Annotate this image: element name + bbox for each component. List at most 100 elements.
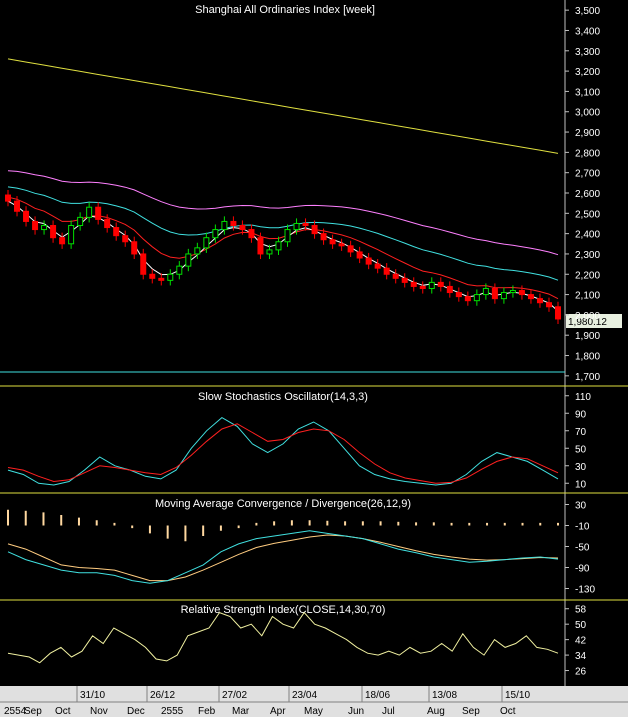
candle-body bbox=[257, 237, 264, 255]
y-tick-label: 30 bbox=[575, 501, 587, 512]
macd-signal-line bbox=[7, 534, 559, 582]
candle-body bbox=[5, 194, 11, 202]
candle-body bbox=[131, 241, 138, 255]
candle-body bbox=[482, 287, 489, 296]
candle-body bbox=[356, 251, 363, 259]
ma-slow2-line bbox=[7, 170, 559, 256]
candle-body bbox=[248, 229, 255, 239]
candle-body bbox=[392, 273, 399, 279]
candle-body bbox=[518, 290, 525, 296]
candle-body bbox=[104, 218, 111, 229]
y-tick-label: 3,200 bbox=[575, 67, 600, 78]
y-tick-label: 34 bbox=[575, 651, 587, 662]
y-tick-label: 50 bbox=[575, 444, 587, 455]
y-tick-label: -130 bbox=[575, 585, 595, 596]
macd-line bbox=[7, 530, 559, 584]
y-tick-label: -10 bbox=[575, 522, 590, 533]
date-label-top: 27/02 bbox=[222, 690, 247, 701]
date-label-bottom: Aug bbox=[427, 706, 445, 717]
candle-body bbox=[275, 241, 282, 251]
y-tick-label: 1,900 bbox=[575, 331, 600, 342]
y-tick-label: 10 bbox=[575, 479, 587, 490]
candle-body bbox=[302, 222, 309, 227]
candle-body bbox=[293, 222, 300, 231]
date-label-top: 31/10 bbox=[80, 690, 105, 701]
date-label-top: 13/08 bbox=[432, 690, 457, 701]
candle-body bbox=[194, 247, 201, 255]
candle-body bbox=[365, 257, 372, 265]
candle-body bbox=[140, 253, 147, 275]
date-label-bottom: Sep bbox=[24, 706, 42, 717]
ma-slow1-line bbox=[7, 186, 559, 281]
date-label-bottom: 2555 bbox=[161, 706, 184, 717]
candle-body bbox=[14, 200, 21, 212]
candle-body bbox=[410, 281, 417, 287]
y-tick-label: 3,400 bbox=[575, 26, 600, 37]
candle-body bbox=[113, 227, 120, 237]
candle-body bbox=[95, 206, 102, 220]
price-chart-title: Shanghai All Ordinaries Index [week] bbox=[195, 4, 375, 16]
date-label-bottom: Dec bbox=[127, 706, 145, 717]
candle-body bbox=[329, 239, 336, 245]
y-tick-label: -50 bbox=[575, 543, 590, 554]
candle-body bbox=[500, 292, 507, 300]
last-value-label: 1,980.12 bbox=[568, 317, 607, 328]
stochastic-title: Slow Stochastics Oscillator(14,3,3) bbox=[198, 391, 368, 403]
y-tick-label: 3,000 bbox=[575, 108, 600, 119]
rsi-line bbox=[7, 611, 559, 664]
candle-body bbox=[185, 253, 192, 267]
y-tick-label: 70 bbox=[575, 427, 587, 438]
candle-body bbox=[239, 225, 246, 231]
date-label-bottom: Oct bbox=[55, 706, 71, 717]
stochastic-pane: 10 30 50 70 90 110 bbox=[7, 392, 591, 490]
y-tick-label: 90 bbox=[575, 409, 587, 420]
y-tick-label: 3,100 bbox=[575, 87, 600, 98]
rsi-title: Relative Strength Index(CLOSE,14,30,70) bbox=[181, 604, 386, 616]
candle-body bbox=[266, 249, 273, 255]
y-tick-label: 2,400 bbox=[575, 230, 600, 241]
y-tick-label: 2,600 bbox=[575, 189, 600, 200]
candle-body bbox=[50, 225, 57, 239]
candle-body bbox=[527, 294, 534, 300]
date-label-bottom: Apr bbox=[270, 706, 286, 717]
date-label-bottom: Mar bbox=[232, 706, 250, 717]
candle-body bbox=[437, 281, 444, 287]
date-label-top: 18/06 bbox=[365, 690, 390, 701]
candle-body bbox=[374, 263, 381, 269]
date-label-top: 26/12 bbox=[150, 690, 175, 701]
y-tick-label: 2,100 bbox=[575, 291, 600, 302]
candle-body bbox=[284, 229, 291, 243]
candle-body bbox=[338, 243, 345, 247]
candle-body bbox=[428, 281, 435, 289]
candle-body bbox=[167, 273, 174, 281]
candle-body bbox=[149, 273, 156, 279]
candle-body bbox=[545, 302, 552, 308]
y-tick-label: 3,500 bbox=[575, 6, 600, 17]
macd-pane: 30 -10 -50 -90 -130 bbox=[7, 501, 595, 596]
stoch-d-line bbox=[7, 423, 559, 484]
candle-body bbox=[536, 298, 543, 304]
candle-body bbox=[32, 220, 39, 231]
candle-body bbox=[509, 290, 516, 294]
date-axis-labels: 31/10 26/12 27/02 23/04 18/06 13/08 15/102554S… bbox=[4, 686, 530, 717]
date-label-bottom: Sep bbox=[462, 706, 480, 717]
stoch-k-line bbox=[7, 416, 559, 486]
candle-body bbox=[176, 265, 183, 275]
y-tick-label: 2,700 bbox=[575, 169, 600, 180]
ma-long-line bbox=[7, 58, 559, 154]
y-tick-label: -90 bbox=[575, 564, 590, 575]
candle-body bbox=[23, 210, 30, 222]
y-tick-label: 1,700 bbox=[575, 372, 600, 383]
y-tick-label: 2,200 bbox=[575, 270, 600, 281]
candle-body bbox=[122, 235, 129, 243]
rsi-pane: 58 50 42 34 26 bbox=[7, 605, 587, 678]
macd-title: Moving Average Convergence / Divergence(… bbox=[155, 498, 411, 510]
candle-body bbox=[464, 296, 471, 302]
date-label-bottom: Feb bbox=[198, 706, 216, 717]
candle-body bbox=[401, 277, 408, 283]
candle-body bbox=[320, 233, 327, 241]
y-tick-label: 2,500 bbox=[575, 209, 600, 220]
